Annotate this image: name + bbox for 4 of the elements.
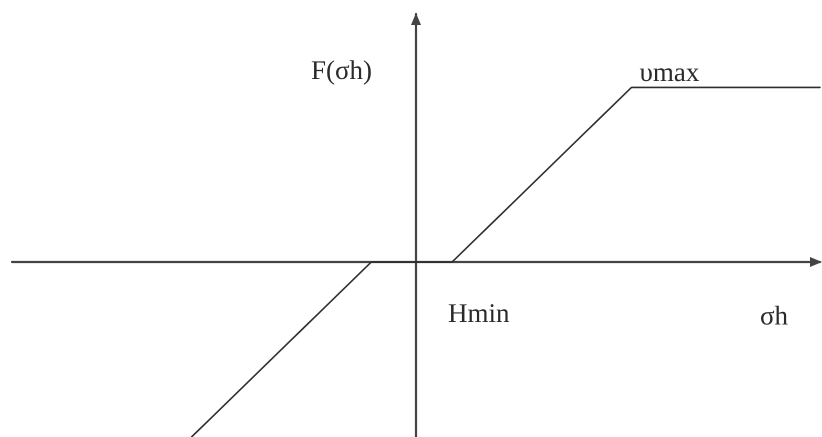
annotation: υmax — [640, 56, 700, 87]
x-axis-title: σh — [760, 300, 788, 331]
y-axis-title: F(σh) — [310, 55, 372, 85]
annotation: Hmin — [448, 298, 510, 328]
